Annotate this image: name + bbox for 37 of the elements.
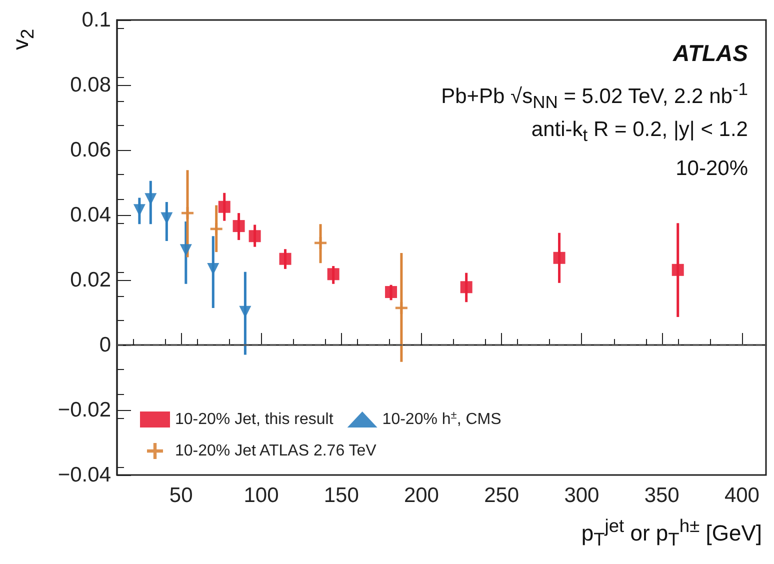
point bbox=[672, 264, 684, 276]
point bbox=[180, 244, 192, 256]
legend-label: 10-20% h±, CMS bbox=[382, 410, 502, 428]
point bbox=[232, 220, 245, 232]
y-tick-label: 0 bbox=[99, 334, 111, 356]
point bbox=[210, 222, 222, 235]
x-tick-label: 150 bbox=[324, 484, 359, 507]
point bbox=[460, 281, 472, 294]
point bbox=[553, 252, 566, 264]
x-tick-label: 200 bbox=[404, 484, 439, 507]
y-tick-label: −0.02 bbox=[58, 398, 111, 422]
x-tick-label: 250 bbox=[484, 484, 520, 507]
annotation: 10-20% bbox=[676, 157, 748, 181]
y-tick-label: 0.06 bbox=[70, 138, 111, 162]
y-tick-label: 0.08 bbox=[70, 74, 111, 96]
y-tick-label: −0.04 bbox=[58, 464, 112, 486]
point bbox=[385, 286, 398, 298]
y-tick-label: 0.02 bbox=[70, 268, 111, 292]
annotation: anti-k$_{t}$ R = 0.2, |y| < 1.2 bbox=[531, 118, 748, 146]
annotation: ATLAS bbox=[673, 40, 748, 67]
annotation: Pb+Pb √s$_{NN}$ = 5.02 TeV, 2.2 nb$^{-1}$ bbox=[441, 79, 748, 114]
legend-label: 10-20% Jet, this result bbox=[175, 411, 334, 428]
point bbox=[395, 302, 408, 314]
x-tick-label: 300 bbox=[564, 484, 600, 507]
x-tick-label: 350 bbox=[644, 484, 680, 507]
point bbox=[182, 207, 194, 220]
x-tick-label: 50 bbox=[169, 484, 193, 507]
y-tick-label: 0.1 bbox=[82, 8, 111, 32]
x-tick-label: 100 bbox=[244, 484, 279, 507]
point bbox=[218, 200, 230, 213]
point bbox=[248, 230, 261, 242]
x-tick-label: 400 bbox=[724, 484, 760, 507]
legend-label: 10-20% Jet ATLAS 2.76 TeV bbox=[175, 442, 377, 460]
y-tick-label: 0.04 bbox=[70, 204, 112, 226]
point bbox=[327, 268, 340, 280]
x-axis-title: p$_{T}$$^{jet}$ or p$_{T}$$^{h±}$ [GeV] bbox=[581, 515, 762, 551]
point bbox=[279, 252, 292, 265]
